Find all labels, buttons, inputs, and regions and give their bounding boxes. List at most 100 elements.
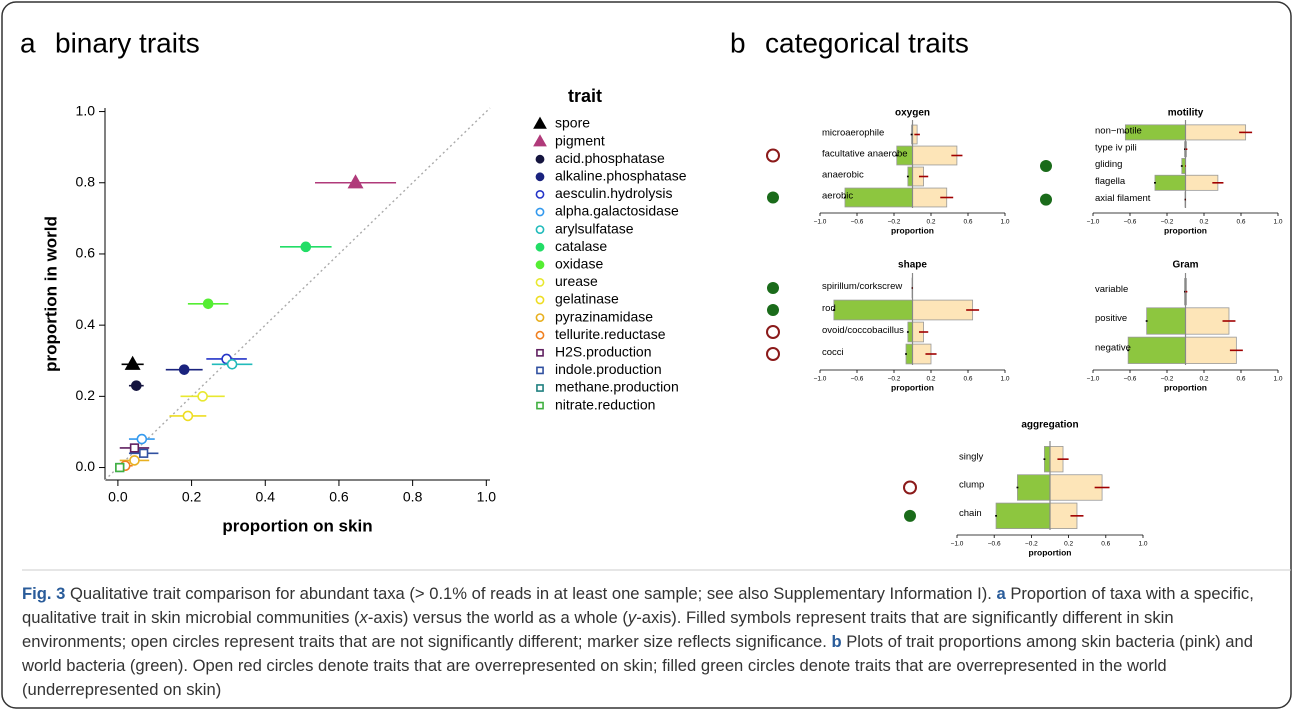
caption-text: Fig. 3 <box>22 584 66 603</box>
panel-label: b <box>730 27 746 58</box>
legend-marker <box>535 313 545 322</box>
marker <box>202 298 214 310</box>
bar <box>1185 336 1237 364</box>
x-tick-label: −0.2 <box>1161 376 1174 383</box>
category-label: non−motile <box>1095 126 1142 137</box>
bar <box>1185 307 1230 335</box>
y-tick-label: 0.4 <box>76 316 96 332</box>
legend-marker <box>536 366 544 375</box>
x-tick-label: −0.6 <box>1124 219 1137 226</box>
x-tick-label: 1.0 <box>1273 376 1282 383</box>
x-tick-label: −0.6 <box>988 541 1001 548</box>
legend-marker <box>536 384 544 392</box>
category-label: singly <box>959 451 984 462</box>
caption-text: Proportion of taxa with a specific, qual… <box>22 584 1259 627</box>
subplot-title: Gram <box>1172 260 1198 271</box>
bar <box>1049 474 1103 501</box>
significance-marker <box>767 304 779 316</box>
legend-label: catalase <box>555 238 607 254</box>
x-axis-label: proportion <box>1029 547 1072 557</box>
subplot-title: aggregation <box>1021 420 1078 431</box>
x-axis-label: proportion <box>891 382 934 392</box>
x-tick-label: −1.0 <box>814 219 827 226</box>
x-tick-label: 1.0 <box>477 489 497 505</box>
x-tick-label: 0.6 <box>1236 376 1245 383</box>
y-tick-label: 0.2 <box>76 387 96 403</box>
x-tick-label: 1.0 <box>1273 219 1282 226</box>
legend-marker <box>535 172 545 182</box>
legend-label: H2S.production <box>555 344 652 360</box>
bar <box>1185 124 1247 141</box>
marker <box>178 364 190 375</box>
caption-text: b <box>831 632 842 651</box>
x-tick-label: −0.2 <box>1161 219 1174 226</box>
marker <box>129 455 140 466</box>
category-label: anaerobic <box>822 169 864 180</box>
marker <box>300 241 312 253</box>
category-label: type iv pili <box>1095 142 1137 153</box>
legend-marker <box>533 116 547 129</box>
category-label: negative <box>1095 343 1131 354</box>
legend-label: alpha.galactosidase <box>555 203 679 219</box>
category-label: microaerophile <box>822 127 884 138</box>
significance-marker <box>767 282 779 294</box>
x-tick-label: 0.2 <box>182 489 202 505</box>
x-tick-label: 0.2 <box>1064 541 1073 548</box>
legend-label: aesculin.hydrolysis <box>555 185 673 201</box>
x-tick-label: −1.0 <box>1087 376 1100 383</box>
caption: Fig. 3 Qualitative trait comparison for … <box>22 582 1277 702</box>
x-tick-label: −0.6 <box>1124 376 1137 383</box>
legend-marker <box>536 348 544 357</box>
legend-marker <box>535 330 545 340</box>
x-tick-label: 0.6 <box>963 376 972 383</box>
legend-marker <box>535 260 545 270</box>
legend-marker <box>536 401 544 410</box>
legend-marker <box>535 295 545 305</box>
x-tick-label: 0.4 <box>256 489 276 505</box>
category-label: rod <box>822 303 836 314</box>
panel-title: binary traits <box>55 27 200 58</box>
bar <box>1017 474 1051 501</box>
bar <box>912 299 974 321</box>
bar <box>1154 174 1186 191</box>
bar <box>1146 307 1186 335</box>
legend-label: nitrate.reduction <box>555 396 655 412</box>
caption-text: x <box>359 608 368 627</box>
legend-label: pyrazinamidase <box>555 308 653 324</box>
caption-text: a <box>996 584 1006 603</box>
legend-label: methane.production <box>555 379 679 395</box>
significance-marker <box>903 480 917 495</box>
x-tick-label: 0.6 <box>329 489 349 505</box>
caption-text: Qualitative trait comparison for abundan… <box>65 584 997 603</box>
legend-marker <box>535 207 545 217</box>
x-tick-label: 0.2 <box>926 219 935 226</box>
category-label: positive <box>1095 313 1127 324</box>
significance-marker <box>767 191 779 204</box>
y-tick-label: 0.8 <box>76 173 96 189</box>
bar <box>844 187 913 208</box>
legend-label: arylsulfatase <box>555 220 634 236</box>
panel-title: categorical traits <box>765 27 969 58</box>
bar <box>905 343 913 365</box>
marker <box>115 462 125 473</box>
legend-marker <box>535 154 545 164</box>
category-label: cocci <box>822 347 844 358</box>
marker <box>226 359 238 370</box>
significance-marker <box>1040 160 1052 172</box>
bar <box>912 145 958 166</box>
y-tick-label: 0.0 <box>76 458 96 474</box>
x-tick-label: −0.6 <box>851 219 864 226</box>
legend-label: gelatinase <box>555 291 619 307</box>
marker <box>136 433 148 445</box>
x-tick-label: 1.0 <box>1000 219 1009 226</box>
marker <box>197 391 208 402</box>
x-tick-label: −0.2 <box>888 376 901 383</box>
x-tick-label: 0.6 <box>1101 541 1110 548</box>
x-tick-label: −0.6 <box>851 376 864 383</box>
category-label: flagella <box>1095 176 1126 187</box>
category-label: variable <box>1095 284 1128 295</box>
legend-marker <box>533 134 547 147</box>
